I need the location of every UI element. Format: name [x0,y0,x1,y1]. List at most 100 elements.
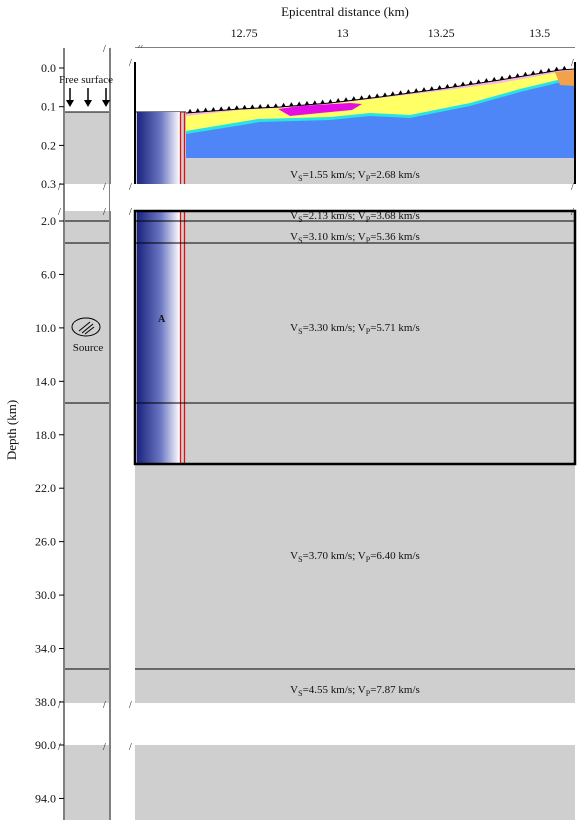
left-top-layer [65,112,109,184]
y-tick-label: 18.0 [35,428,56,442]
station-marker [437,85,442,90]
basin-magenta-lens [278,103,362,116]
svg-text:/: / [103,207,106,218]
station-marker [507,74,513,79]
x-tick-label: 13.25 [428,26,455,40]
station-marker [320,99,325,104]
y-tick-label: 30.0 [35,588,56,602]
left-bottom-layer [65,745,109,820]
svg-text:/: / [571,182,574,193]
station-marker [211,106,216,111]
station-marker [304,100,310,105]
y-axis: Depth (km) 0.0 0.1 0.2 0.3 2.0 6.0 10.0 14.0 18.… [4,61,64,805]
station-marker [484,78,489,83]
station-marker [195,108,201,113]
layer-3-velocity: VS=3.10 km/s; VP=5.36 km/s [290,231,420,245]
y-tick-label: 0.2 [41,138,56,152]
station-marker [289,102,294,107]
svg-text:/: / [571,58,574,69]
absorbing-boundary-top [137,112,180,184]
svg-text:/: / [58,182,61,193]
station-marker [367,94,372,99]
station-marker [421,87,427,92]
svg-text:/: / [103,182,106,193]
left-mid-layer [65,211,109,703]
svg-text:/: / [129,58,132,69]
svg-text:/: / [58,207,61,218]
y-tick-label: 34.0 [35,642,56,656]
free-surface-annotation: Free surface [59,74,113,107]
station-marker [382,92,388,97]
svg-text:/: / [129,700,132,711]
station-marker [312,100,318,105]
station-marker [398,90,403,95]
svg-text:/: / [103,700,106,711]
source-icon [71,317,101,337]
station-marker [273,103,279,108]
layer-4-velocity: VS=3.30 km/s; VP=5.71 km/s [290,322,420,336]
station-marker [406,89,411,94]
station-marker [242,104,247,109]
absorbing-boundary [137,211,180,464]
station-marker [468,80,474,85]
y-tick-label: 0.3 [41,177,56,191]
bottom-panel: / [129,742,575,820]
station-marker [554,66,559,71]
arrow-down-icon [102,88,110,107]
y-tick-label: 94.0 [35,791,56,805]
station-marker [445,83,450,88]
station-marker [413,88,419,93]
y-tick-label: 0.0 [41,61,56,75]
x-tick-label: 12.75 [231,26,258,40]
y-tick-label: 26.0 [35,535,56,549]
station-marker [546,67,552,72]
station-marker [359,95,364,100]
station-marker [530,70,536,75]
x-axis-title: Epicentral distance (km) [281,4,409,19]
top-panel: / / / / VS=1.55 km/s; VP=2.68 km/s [129,48,576,193]
arrow-down-icon [66,88,74,107]
svg-text:/: / [571,207,574,218]
computational-domain-box [133,209,577,466]
station-markers [187,65,567,113]
bottom-layer-region [135,745,575,820]
mid-panel: A / / / VS=2.13 km/s; VP=3.68 km/s VS=3.… [129,207,577,711]
station-marker [562,65,567,70]
free-surface-label: Free surface [59,74,113,86]
station-marker [218,106,224,111]
station-marker [523,71,528,76]
station-marker [281,102,286,107]
station-marker [538,69,544,74]
y-tick-label: 10.0 [35,321,56,335]
y-tick-label: 38.0 [35,695,56,709]
x-tick-label: 13.5 [529,26,550,40]
y-tick-label: 14.0 [35,374,56,388]
station-marker [187,108,193,113]
station-marker [460,81,466,86]
station-marker [429,86,435,91]
station-marker [499,75,505,80]
arrow-down-icon [84,88,92,107]
y-tick-label: 90.0 [35,738,56,752]
y-tick-label: 22.0 [35,481,56,495]
deep-layers-region [135,211,575,703]
station-marker [343,97,349,102]
y-tick-label: 2.0 [41,214,56,228]
svg-text:/: / [58,742,61,753]
svg-text:/: / [103,742,106,753]
left-strip: / / / / / / / / / [58,44,135,820]
y-tick-label: 0.1 [41,100,56,114]
source-label: Source [73,342,104,354]
station-marker [328,98,333,103]
layer-2-velocity: VS=2.13 km/s; VP=3.68 km/s [290,210,420,224]
station-marker [476,79,481,84]
y-tick-label: 6.0 [41,267,56,281]
station-marker [374,93,380,98]
station-marker [250,104,255,109]
svg-text:/: / [129,207,132,218]
station-marker [335,98,341,103]
y-axis-title: Depth (km) [4,400,19,460]
station-marker [515,73,520,78]
station-marker [452,82,458,87]
station-marker [265,103,271,108]
